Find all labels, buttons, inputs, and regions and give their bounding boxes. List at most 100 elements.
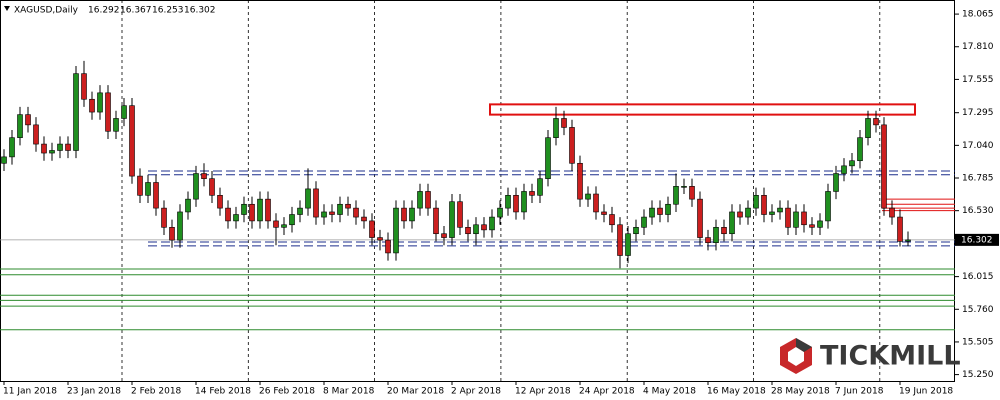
bull-body <box>185 198 191 213</box>
bull-body <box>337 203 343 215</box>
bear-body <box>249 203 255 222</box>
bear-body <box>313 188 319 218</box>
bear-body <box>161 207 167 228</box>
x-tick-label: 8 Mar 2018 <box>323 387 375 397</box>
bear-body <box>809 224 815 228</box>
bear-body <box>169 227 175 241</box>
bear-body <box>225 207 231 222</box>
bull-body <box>17 114 23 138</box>
bull-body <box>537 178 543 196</box>
x-tick-label: 23 Jan 2018 <box>67 387 121 397</box>
bull-body <box>497 207 503 218</box>
bull-body <box>321 211 327 218</box>
bull-body <box>9 137 15 158</box>
bear-body <box>385 239 391 254</box>
bull-body <box>113 118 119 132</box>
bull-body <box>777 207 783 213</box>
bear-body <box>529 191 535 196</box>
bear-body <box>329 211 335 215</box>
bull-body <box>585 193 591 200</box>
bear-body <box>561 118 567 128</box>
bull-body <box>241 203 247 215</box>
bear-body <box>377 237 383 241</box>
x-tick-label: 16 May 2018 <box>707 387 766 397</box>
bear-body <box>689 186 695 200</box>
bear-body <box>217 195 223 209</box>
bear-body <box>201 173 207 179</box>
bear-body <box>761 195 767 215</box>
y-tick-label: 17.295 <box>962 108 994 118</box>
bear-body <box>705 237 711 243</box>
bear-body <box>433 207 439 235</box>
bull-body <box>177 211 183 241</box>
y-tick-label: 17.810 <box>962 42 994 52</box>
y-tick-label: 15.760 <box>962 305 994 315</box>
bear-body <box>873 118 879 126</box>
bear-body <box>345 203 351 209</box>
y-tick-label: 16.530 <box>962 206 994 216</box>
bull-body <box>417 191 423 209</box>
close-value: 16.302 <box>184 6 216 16</box>
bull-body <box>489 216 495 231</box>
bull-body <box>49 150 55 154</box>
bull-body <box>553 118 559 138</box>
bear-body <box>617 224 623 256</box>
y-tick-label: 18.065 <box>962 10 994 20</box>
price-box <box>955 233 999 246</box>
bear-body <box>569 127 575 164</box>
bull-body <box>121 105 127 119</box>
bull-body <box>297 207 303 215</box>
bull-body <box>449 201 455 238</box>
bull-body <box>521 191 527 213</box>
bull-body <box>793 211 799 228</box>
bull-body <box>393 207 399 254</box>
bull-body <box>409 207 415 222</box>
bull-body <box>289 214 295 226</box>
bear-body <box>785 207 791 228</box>
bear-body <box>41 143 47 154</box>
y-tick-label: 17.040 <box>962 141 994 151</box>
bull-body <box>729 211 735 235</box>
bear-body <box>369 220 375 238</box>
bear-body <box>353 207 359 218</box>
bull-body <box>257 198 263 222</box>
bull-body <box>633 227 639 235</box>
bull-body <box>817 220 823 228</box>
bear-body <box>25 114 31 126</box>
bull-body <box>857 137 863 162</box>
bull-body <box>713 227 719 243</box>
bull-body <box>545 137 551 179</box>
background-layer <box>0 0 955 381</box>
price-label: 16.302 <box>961 235 993 245</box>
x-tick-label: 19 Jun 2018 <box>899 387 953 397</box>
bear-body <box>465 227 471 235</box>
bull-body <box>233 214 239 222</box>
bull-body <box>833 173 839 192</box>
bull-body <box>769 211 775 215</box>
bull-body <box>649 207 655 218</box>
red-zone <box>489 103 916 116</box>
bull-body <box>681 186 687 188</box>
bear-body <box>737 211 743 218</box>
bull-body <box>505 195 511 209</box>
bear-body <box>513 195 519 213</box>
bull-body <box>193 173 199 200</box>
bull-body <box>865 118 871 138</box>
bear-body <box>801 211 807 226</box>
bull-body <box>57 143 63 151</box>
plot-frame <box>0 0 955 382</box>
bull-body <box>641 216 647 228</box>
bear-body <box>609 214 615 226</box>
bull-body <box>905 239 911 242</box>
bear-body <box>441 233 447 238</box>
x-tick-label: 14 Feb 2018 <box>195 387 251 397</box>
bull-body <box>849 160 855 167</box>
bear-body <box>881 124 887 209</box>
x-tick-label: 11 Jan 2018 <box>3 387 57 397</box>
bull-body <box>673 186 679 205</box>
bull-body <box>73 73 79 151</box>
bear-body <box>265 198 271 222</box>
y-tick-label: 15.505 <box>962 337 994 347</box>
bear-body <box>457 201 463 228</box>
bull-body <box>97 92 103 113</box>
